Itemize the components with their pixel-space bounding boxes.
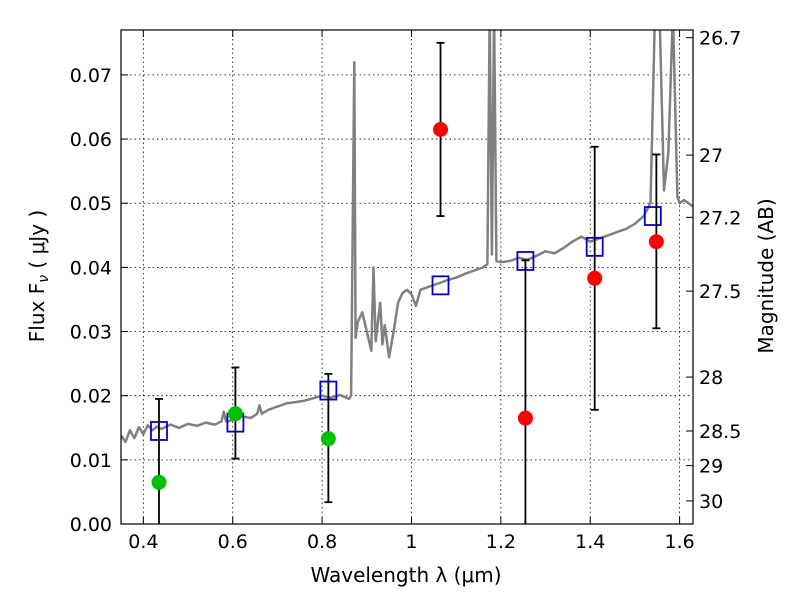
observed-point-green: [227, 406, 243, 422]
x-tick-label: 0.6: [218, 531, 248, 553]
right-axis-label: Magnitude (AB): [754, 198, 778, 353]
observed-point-red: [648, 234, 664, 250]
magnitude-tick-label: 26.7: [699, 28, 741, 50]
model-photometry-layer: [150, 206, 662, 441]
y-tick-label: 0.03: [70, 322, 112, 344]
y-axis-label-subscript: ν: [36, 275, 52, 283]
observed-point-green: [151, 474, 167, 490]
y-axis-label-main: Flux F: [25, 283, 49, 342]
y-tick-label: 0.07: [70, 65, 112, 87]
magnitude-tick-label: 27.5: [699, 281, 741, 303]
model-photometry-square: [431, 275, 450, 296]
tick-layer: 0.4 0.6 0.8 1 1.2 1.4 1.6 0.00 0.01 0.02 0.03 0.04 0…: [70, 28, 742, 553]
x-tick-label: 0.4: [128, 531, 158, 553]
grid-lines: [121, 30, 693, 525]
x-tick-label: 0.8: [307, 531, 337, 553]
observed-point-red: [587, 270, 603, 286]
y-tick-label: 0.01: [70, 450, 112, 472]
x-axis-label: Wavelength λ (μm): [310, 563, 501, 587]
errorbar-layer: [154, 41, 661, 524]
observed-point-red: [433, 121, 449, 137]
magnitude-tick-label: 27: [699, 145, 723, 167]
y-tick-label: 0.02: [70, 386, 112, 408]
model-spectrum-layer: [121, 30, 693, 444]
x-tick-label: 1.2: [486, 531, 516, 553]
observed-point-red: [517, 410, 533, 426]
model-spectrum-line: [121, 30, 693, 444]
x-tick-label: 1.4: [575, 531, 605, 553]
magnitude-tick-label: 30: [699, 491, 723, 513]
plot-frame: [120, 29, 694, 525]
x-tick-label: 1: [405, 531, 417, 553]
magnitude-tick-label: 27.2: [699, 207, 741, 229]
y-tick-label: 0.00: [70, 514, 112, 536]
magnitude-tick-label: 28: [699, 367, 723, 389]
magnitude-tick-label: 29: [699, 456, 723, 478]
plot-frame-rect: [120, 29, 694, 525]
y-axis-label-unit: ( μJy ): [25, 210, 49, 275]
model-photometry-square: [643, 206, 662, 226]
x-tick-label: 1.6: [664, 531, 694, 553]
y-tick-label: 0.04: [70, 257, 112, 279]
observed-points-layer: [151, 121, 664, 490]
y-tick-label: 0.06: [70, 129, 112, 151]
magnitude-tick-label: 28.5: [699, 421, 741, 443]
y-axis-label: Flux Fν ( μJy ): [25, 210, 52, 342]
observed-point-green: [320, 431, 336, 447]
y-tick-label: 0.05: [70, 193, 112, 215]
